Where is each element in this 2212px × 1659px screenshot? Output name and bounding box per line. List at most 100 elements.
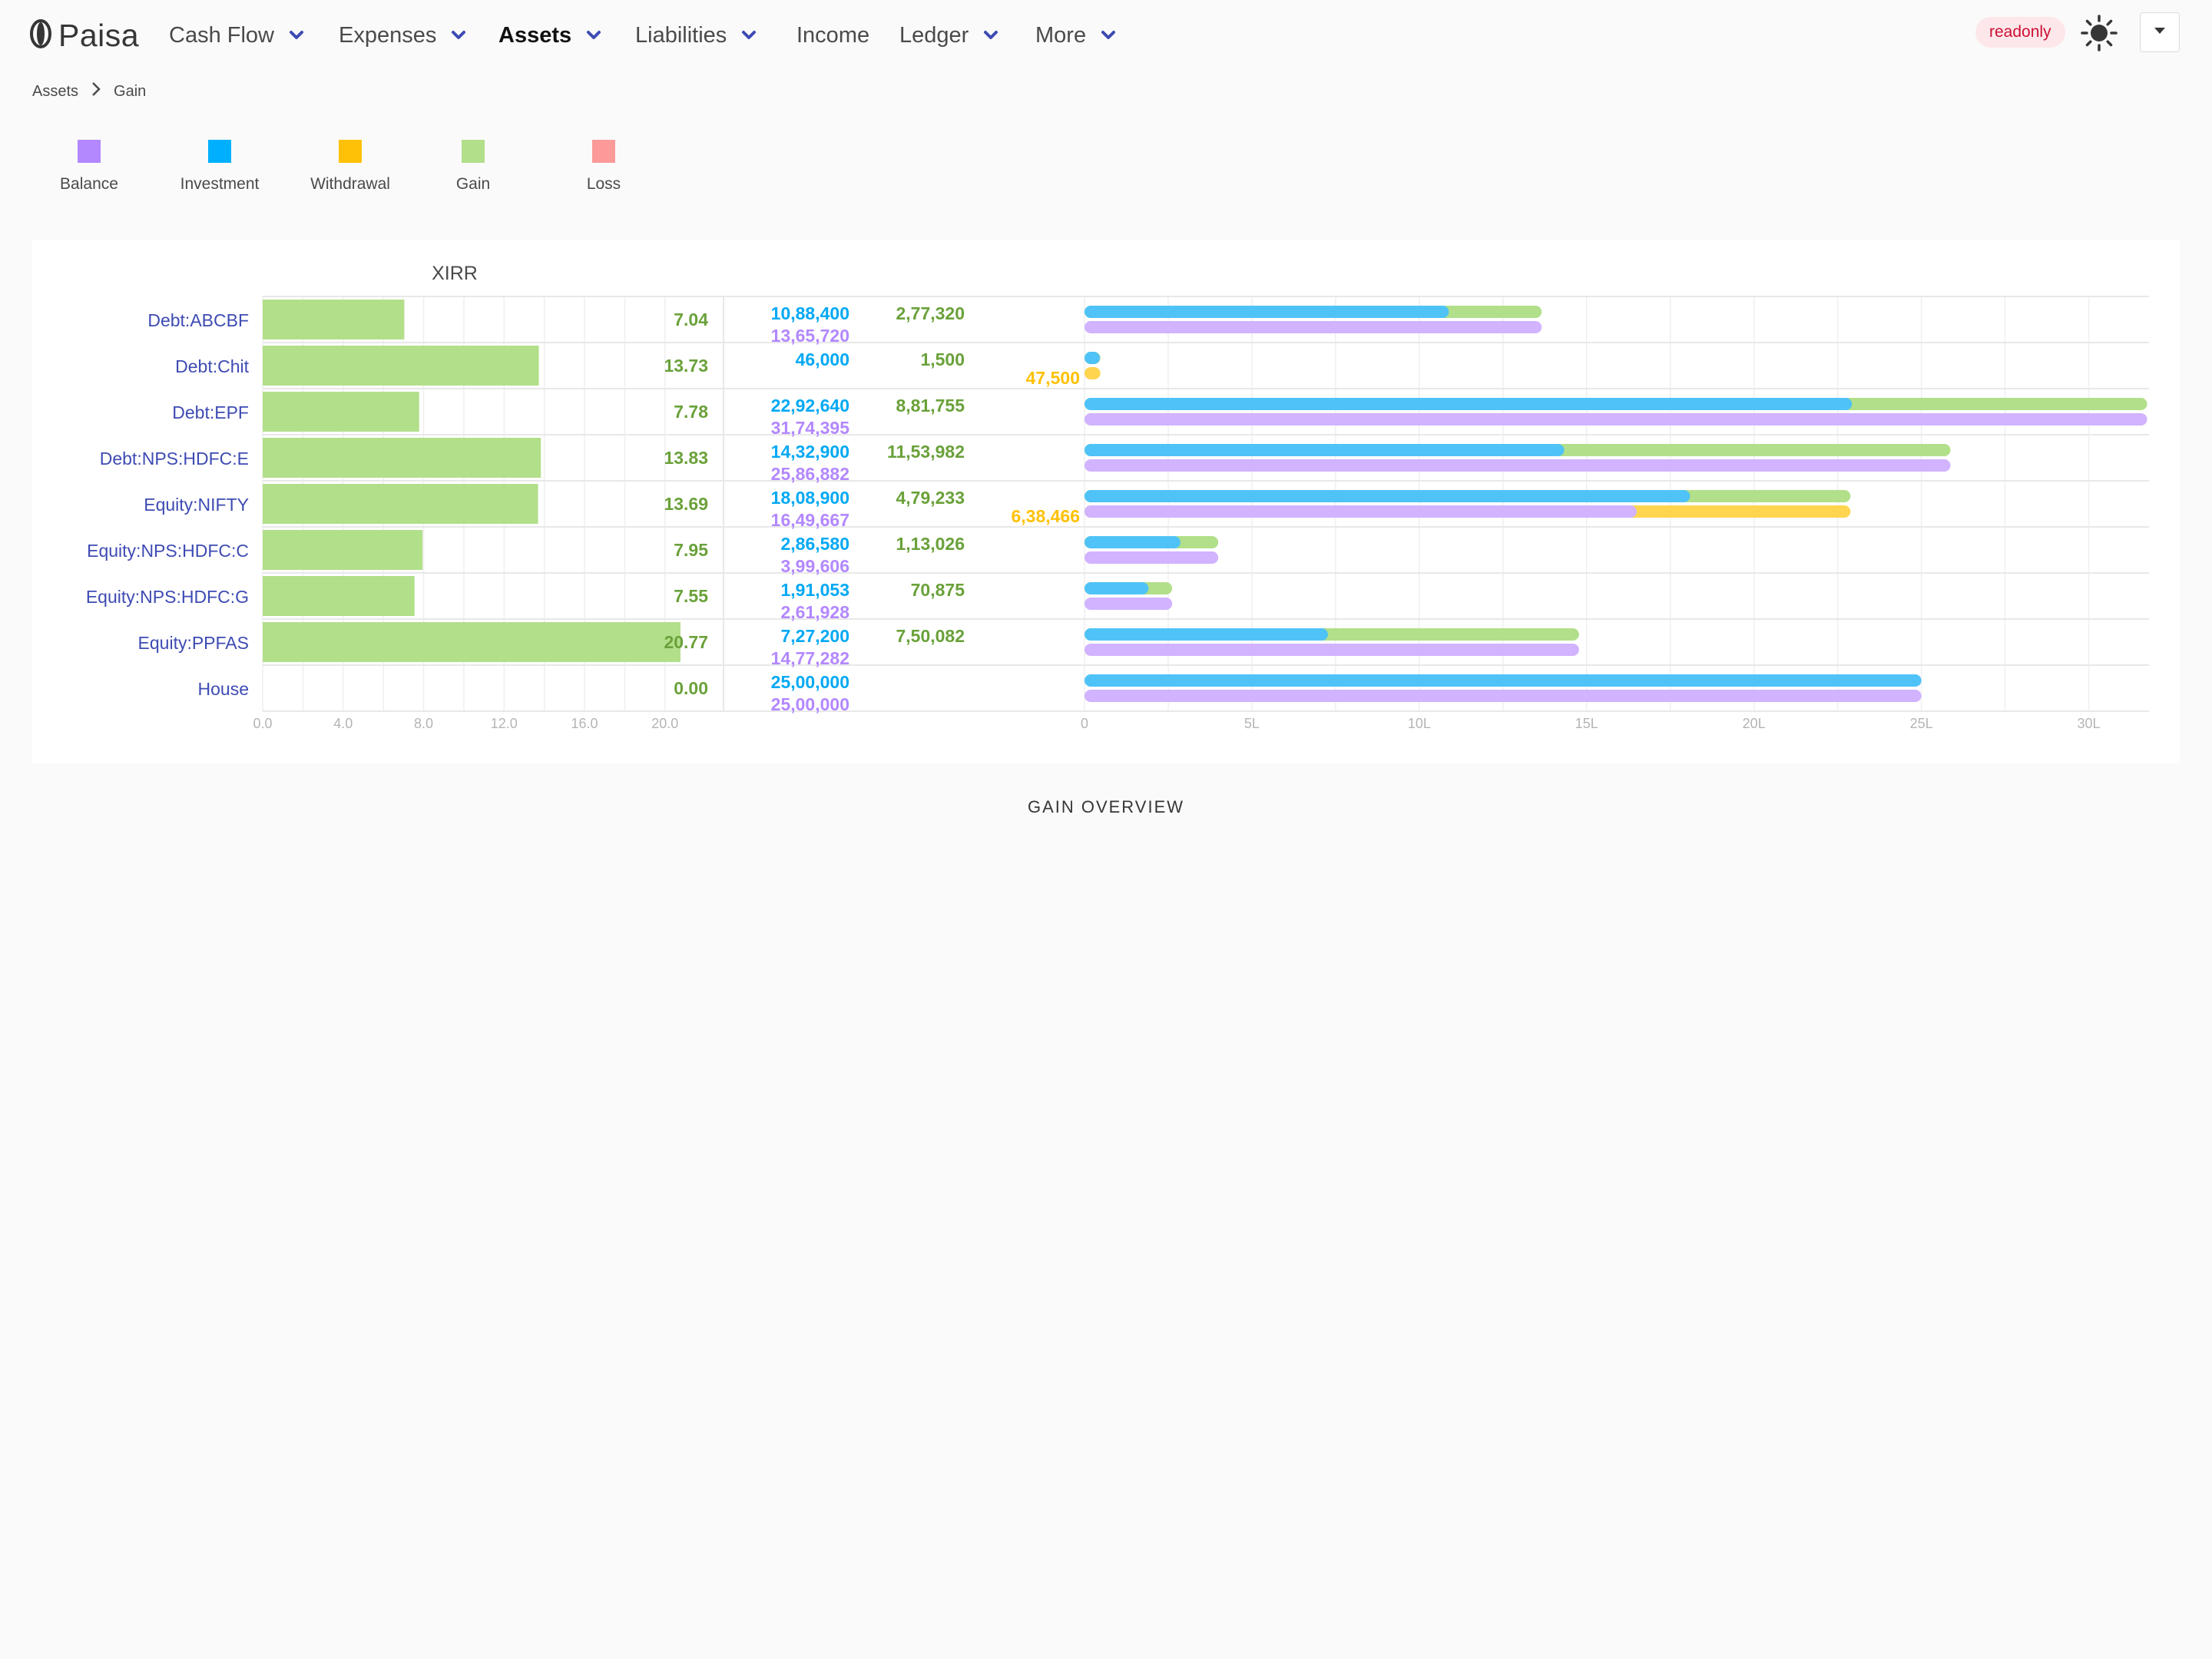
theme-toggle-button[interactable] xyxy=(2080,14,2118,52)
balance-value-label: 2,61,928 xyxy=(780,602,849,622)
balance-bar xyxy=(1084,644,1579,656)
balance-bar xyxy=(1084,413,2147,426)
balance-bar xyxy=(1084,459,1951,472)
xirr-tick-label: 12.0 xyxy=(491,716,518,731)
caret-down-icon xyxy=(2152,25,2167,40)
xirr-tick-label: 4.0 xyxy=(333,716,353,731)
legend-label: Balance xyxy=(60,175,118,193)
amount-tick-label: 30L xyxy=(2078,716,2101,731)
account-label: Debt:EPF xyxy=(172,402,249,422)
gain-value-label: 7,50,082 xyxy=(896,626,965,646)
xirr-value-label: 7.78 xyxy=(674,402,708,422)
amount-tick-label: 20L xyxy=(1743,716,1766,731)
balance-bar xyxy=(1084,598,1173,610)
investment-bar xyxy=(1084,444,1565,456)
xirr-value-label: 7.95 xyxy=(674,540,708,560)
user-menu-button[interactable] xyxy=(2140,12,2180,52)
account-label: Debt:ABCBF xyxy=(147,310,249,330)
investment-bar xyxy=(1084,582,1149,594)
nav-item-ledger[interactable]: Ledger xyxy=(899,18,1002,52)
amount-tick-label: 25L xyxy=(1910,716,1933,731)
investment-value-label: 18,08,900 xyxy=(771,488,849,508)
brand-logo[interactable]: Paisa xyxy=(29,14,139,57)
balance-bar xyxy=(1084,505,1637,518)
investment-bar xyxy=(1084,536,1181,548)
nav-item-label: Income xyxy=(796,22,870,48)
chevron-down-icon xyxy=(979,24,1002,47)
withdrawal-bar xyxy=(1084,367,1101,379)
xirr-value-label: 13.73 xyxy=(664,356,708,376)
balance-bar xyxy=(1084,690,1922,702)
investment-bar xyxy=(1084,352,1101,364)
coin-logo-icon xyxy=(29,18,52,53)
xirr-bar xyxy=(263,346,539,386)
nav-item-expenses[interactable]: Expenses xyxy=(339,18,470,52)
xirr-tick-label: 8.0 xyxy=(414,716,433,731)
xirr-value-label: 0.00 xyxy=(674,678,708,698)
readonly-badge: readonly xyxy=(1975,17,2065,48)
investment-value-label: 7,27,200 xyxy=(780,626,849,646)
nav-item-label: Assets xyxy=(498,22,572,48)
balance-value-label: 3,99,606 xyxy=(780,556,849,576)
chevron-down-icon xyxy=(582,24,605,47)
investment-bar xyxy=(1084,398,1853,410)
xirr-value-label: 7.04 xyxy=(674,310,708,329)
account-label: Equity:NIFTY xyxy=(144,495,249,515)
chevron-down-icon xyxy=(447,24,470,47)
xirr-value-label: 13.83 xyxy=(664,448,708,468)
nav-item-label: Liabilities xyxy=(635,22,727,48)
chevron-down-icon xyxy=(1097,24,1120,47)
investment-value-label: 1,91,053 xyxy=(780,580,849,600)
gain-value-label: 1,13,026 xyxy=(896,534,965,554)
breadcrumb-assets-link[interactable]: Assets xyxy=(32,82,79,100)
nav-item-assets[interactable]: Assets xyxy=(498,18,605,52)
balance-value-label: 25,86,882 xyxy=(771,464,849,484)
legend-label: Investment xyxy=(180,175,260,193)
legend-item-balance[interactable]: Balance xyxy=(35,140,143,194)
legend-item-gain[interactable]: Gain xyxy=(419,140,527,194)
investment-value-label: 2,86,580 xyxy=(780,534,849,554)
breadcrumb-current: Gain xyxy=(114,82,147,100)
legend-label: Gain xyxy=(455,175,491,193)
legend-item-loss[interactable]: Loss xyxy=(550,140,657,194)
nav-item-label: Expenses xyxy=(339,22,437,48)
investment-bar xyxy=(1084,674,1922,687)
xirr-tick-label: 16.0 xyxy=(571,716,598,731)
amount-tick-label: 10L xyxy=(1408,716,1431,731)
legend-swatch xyxy=(78,140,101,163)
legend-swatch xyxy=(462,140,485,163)
withdrawal-value-label: 47,500 xyxy=(1026,368,1080,388)
gain-value-label: 1,500 xyxy=(920,349,965,369)
xirr-bar xyxy=(263,438,541,478)
gain-value-label: 70,875 xyxy=(911,580,965,600)
investment-bar xyxy=(1084,628,1328,641)
investment-bar xyxy=(1084,490,1690,502)
legend-item-withdrawal[interactable]: Withdrawal xyxy=(296,140,404,194)
legend-swatch xyxy=(208,140,231,163)
investment-value-label: 22,92,640 xyxy=(771,396,849,416)
amount-tick-label: 5L xyxy=(1244,716,1260,731)
balance-bar xyxy=(1084,551,1219,564)
balance-bar xyxy=(1084,321,1542,333)
gain-chart: XIRR 0.0 4.0 8.0 12.0 16.0 20.0 0 5L 10L 15L 20L 25L… xyxy=(86,263,2149,731)
nav-item-income[interactable]: Income xyxy=(796,18,869,52)
nav-item-cash-flow[interactable]: Cash Flow xyxy=(169,18,308,52)
withdrawal-value-label: 6,38,466 xyxy=(1011,506,1080,526)
xirr-tick-label: 20.0 xyxy=(651,716,678,731)
xirr-bar xyxy=(263,484,538,524)
nav-item-more[interactable]: More xyxy=(1035,18,1120,52)
legend-item-investment[interactable]: Investment xyxy=(166,140,273,194)
nav-item-liabilities[interactable]: Liabilities xyxy=(635,18,760,52)
gain-value-label: 8,81,755 xyxy=(896,396,965,416)
gain-value-label: 2,77,320 xyxy=(896,303,965,323)
nav-item-label: Cash Flow xyxy=(169,22,274,48)
gain-value-label: 11,53,982 xyxy=(887,442,965,462)
gain-overview-title: GAIN OVERVIEW xyxy=(1027,797,1185,816)
top-navbar: Paisa Cash Flow Expenses Assets Liabilities… xyxy=(0,0,2212,69)
nav-item-label: More xyxy=(1035,22,1087,48)
balance-value-label: 13,65,720 xyxy=(771,326,849,346)
amount-tick-label: 15L xyxy=(1575,716,1598,731)
xirr-value-label: 20.77 xyxy=(664,632,708,652)
legend-swatch xyxy=(592,140,615,163)
balance-value-label: 16,49,667 xyxy=(771,510,849,530)
